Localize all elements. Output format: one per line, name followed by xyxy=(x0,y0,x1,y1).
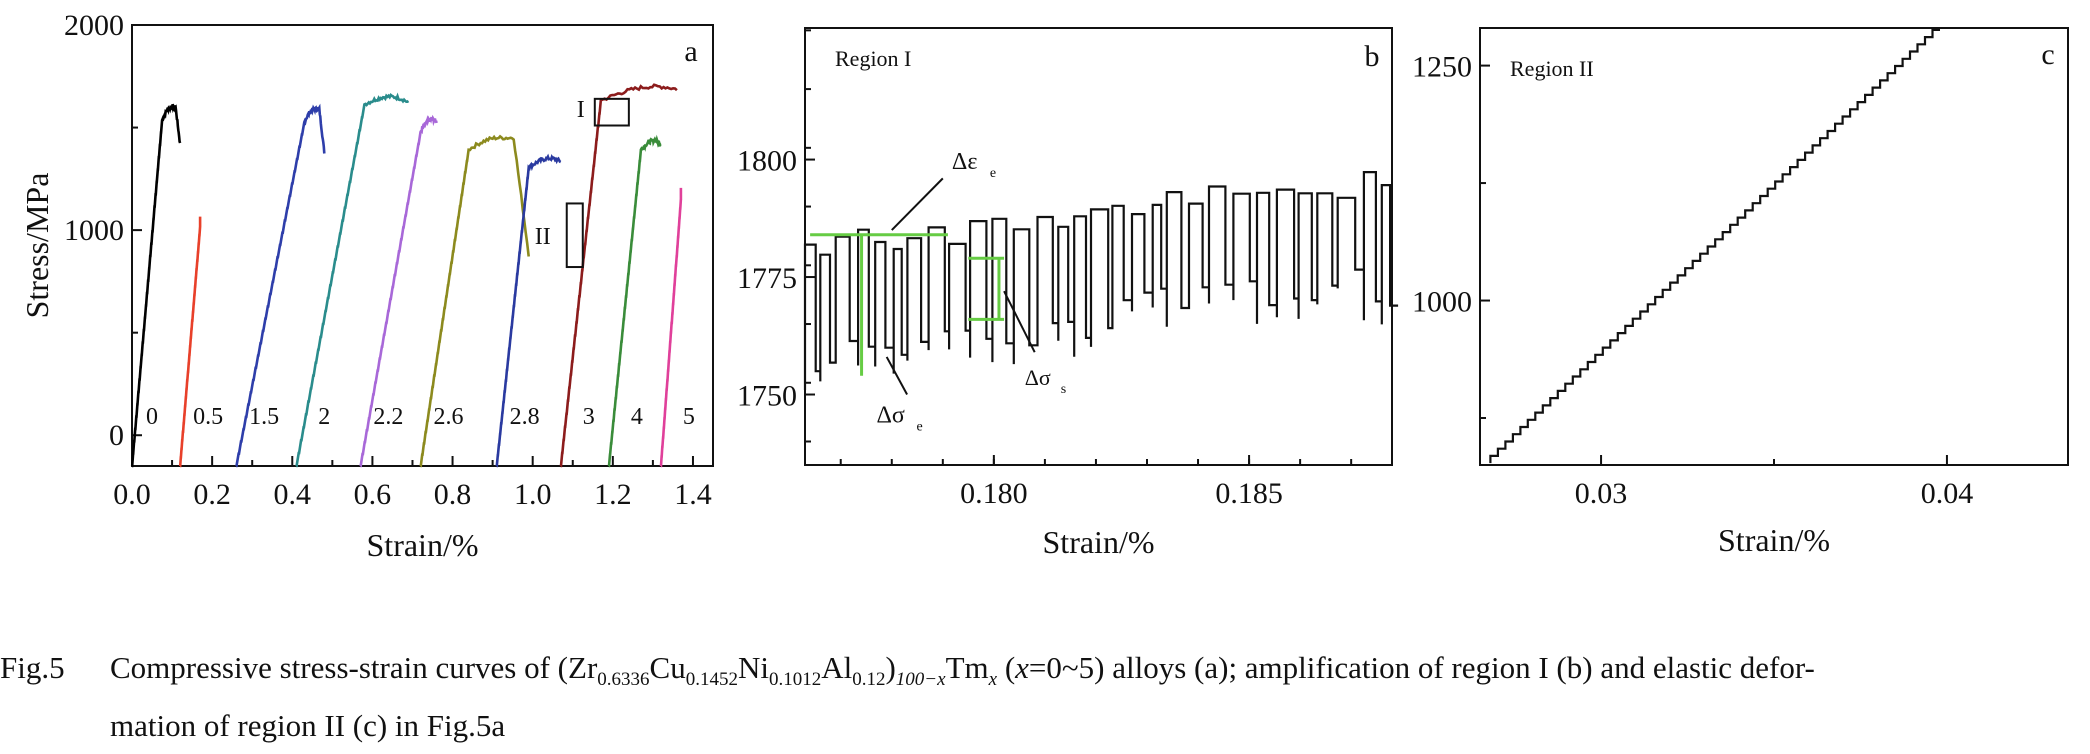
x-tick-label: 0.185 xyxy=(1215,477,1283,510)
y-tick-label: 0 xyxy=(109,419,124,452)
region-ii-label: II xyxy=(535,224,551,250)
caption-text: Cu xyxy=(649,650,686,685)
caption-text: Compressive stress-strain curves of (Zr xyxy=(110,650,598,685)
label-delta-sigma-e: Δσ xyxy=(876,403,904,429)
series-label: 0 xyxy=(146,404,158,430)
series-label: 2.2 xyxy=(373,404,403,430)
x-axis-label: Strain/% xyxy=(1718,522,1830,558)
arrow-eps xyxy=(891,177,944,231)
series-label: 1.5 xyxy=(249,404,279,430)
plot-frame xyxy=(131,24,714,467)
series-line-4 xyxy=(607,134,662,468)
caption-sub: 0.1452 xyxy=(685,669,738,691)
plot-frame xyxy=(804,27,1393,466)
caption-line-1: Fig.5 Compressive stress-strain curves of… xyxy=(0,645,2080,703)
staircase-curve xyxy=(1489,28,1940,464)
caption-label: Fig.5 xyxy=(0,650,65,685)
plot-frame xyxy=(1479,27,2069,466)
x-tick-label: 0.8 xyxy=(434,478,472,511)
label-delta-sigma-s: Δσ xyxy=(1025,365,1051,390)
series-label: 0.5 xyxy=(193,404,223,430)
region-ii-box xyxy=(565,202,584,269)
arrow-sigma-s xyxy=(1003,290,1036,353)
series-label: 4 xyxy=(631,404,643,430)
y-tick-label: 1000 xyxy=(1412,286,1472,319)
label-sub: e xyxy=(990,166,996,181)
arrow-sigma-e xyxy=(885,356,908,395)
y-tick-label: 1250 xyxy=(1412,51,1472,84)
series-line-2-2 xyxy=(359,114,438,468)
series-label: 2 xyxy=(318,404,330,430)
caption-line-2: mation of region II (c) in Fig.5a xyxy=(110,708,506,744)
x-tick-label: 0.6 xyxy=(354,478,392,511)
caption-sub: 0.12 xyxy=(852,669,886,691)
series-label: 5 xyxy=(683,404,695,430)
x-axis-label: Strain/% xyxy=(1043,524,1155,560)
y-tick-label: 1000 xyxy=(64,214,124,247)
panel-c: 0.03 0.04 1000 1250 Strain/% Region II c xyxy=(1412,27,2069,558)
series-line-3 xyxy=(559,83,678,468)
series-line-0-5 xyxy=(178,216,202,468)
series-line-2 xyxy=(295,92,410,468)
region-title: Region I xyxy=(835,46,911,71)
caption-sub: 0.1012 xyxy=(768,669,822,691)
label-sub: e xyxy=(916,420,922,435)
y-tick-label: 2000 xyxy=(64,9,124,42)
x-tick-label: 1.0 xyxy=(514,478,552,511)
panel-letter: c xyxy=(2041,38,2054,71)
region-i-box xyxy=(593,97,630,127)
x-tick-label: 0.0 xyxy=(113,478,151,511)
panel-b: 0.180 0.185 1750 1775 1800 Strain/% Region I b Δ… xyxy=(737,27,1399,560)
series-line-2-6 xyxy=(419,134,530,468)
region-i-label: I xyxy=(577,97,585,123)
label-sub: s xyxy=(1061,382,1066,397)
series-label: 2.6 xyxy=(433,404,463,430)
x-tick-label: 1.2 xyxy=(594,478,632,511)
x-axis-label: Strain/% xyxy=(367,527,479,563)
caption-text: ) xyxy=(885,650,896,685)
label-delta-eps: Δε xyxy=(952,149,978,175)
figure-canvas: 0.0 0.2 0.4 0.6 0.8 1.0 1.2 1.4 0 1000 2000 Strain/… xyxy=(19,9,2069,563)
region-title: Region II xyxy=(1510,56,1594,81)
series-line-5 xyxy=(659,187,683,468)
figure-caption: Fig.5 Compressive stress-strain curves of… xyxy=(0,645,2080,749)
x-tick-label: 0.180 xyxy=(960,477,1028,510)
caption-sub: 100−x xyxy=(895,669,946,691)
caption-text: Tm xyxy=(945,650,989,685)
caption-text: Ni xyxy=(737,650,769,685)
series-label: 3 xyxy=(583,404,595,430)
series-line-2-8 xyxy=(495,153,562,468)
serrated-curve xyxy=(803,171,1399,390)
caption-sub: x xyxy=(988,669,998,691)
y-tick-label: 1800 xyxy=(737,145,797,178)
panel-a: 0.0 0.2 0.4 0.6 0.8 1.0 1.2 1.4 0 1000 2000 Strain/… xyxy=(19,9,714,563)
x-tick-label: 0.4 xyxy=(274,478,312,511)
caption-text: =0~5) alloys (a); amplification of regio… xyxy=(1028,650,1815,685)
panel-letter: b xyxy=(1365,40,1380,73)
y-tick-label: 1775 xyxy=(737,262,797,295)
panel-letter: a xyxy=(684,35,697,68)
x-tick-label: 0.2 xyxy=(193,478,231,511)
series-label: 2.8 xyxy=(510,404,540,430)
x-tick-label: 0.03 xyxy=(1575,477,1628,510)
series-line-1-5 xyxy=(235,103,326,468)
y-tick-label: 1750 xyxy=(737,380,797,413)
x-tick-label: 0.04 xyxy=(1921,477,1974,510)
y-axis-label: Stress/MPa xyxy=(19,173,55,319)
caption-sub: 0.6336 xyxy=(597,669,650,691)
caption-var: x xyxy=(1015,650,1029,685)
series-line-0 xyxy=(130,103,182,468)
caption-text: Al xyxy=(821,650,853,685)
x-tick-label: 1.4 xyxy=(674,478,712,511)
